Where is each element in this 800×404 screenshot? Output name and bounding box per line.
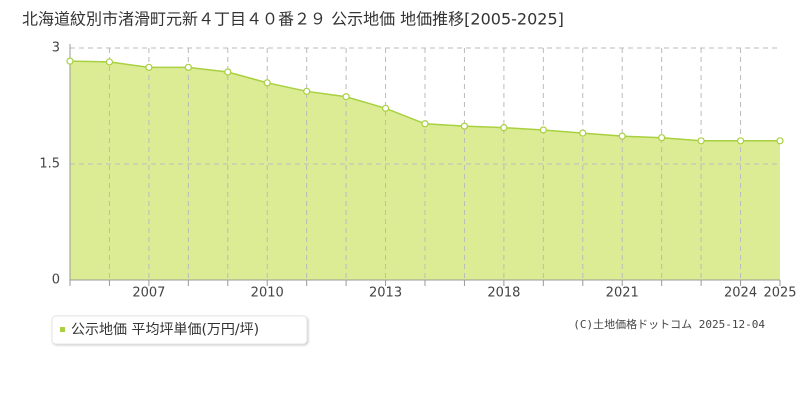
x-tick-label: 2018 (487, 286, 520, 301)
x-tick-label: 2010 (251, 286, 284, 301)
point (697, 137, 705, 145)
point (736, 137, 745, 145)
point (263, 79, 271, 87)
point (460, 122, 469, 130)
point (342, 93, 350, 101)
point (658, 134, 666, 142)
x-tick-label: 2007 (132, 286, 165, 301)
point (145, 63, 153, 71)
point (105, 58, 114, 66)
y-tick-label: 3 (52, 41, 60, 56)
point (303, 87, 311, 95)
legend-box (51, 315, 308, 345)
chart-title: 北海道紋別市渚滑町元新４丁目４０番２９ 公示地価 地価推移[2005-2025] (22, 10, 564, 29)
point (421, 120, 429, 128)
point (579, 129, 587, 137)
point (618, 132, 626, 140)
x-tick-label: 2024 (724, 286, 757, 301)
x-tick-label: 2021 (606, 286, 639, 301)
point (224, 68, 232, 76)
x-tick-label: 2025 (763, 286, 796, 301)
point (500, 124, 508, 132)
credit: (C)土地価格ドットコム 2025-12-04 (573, 317, 765, 331)
point (381, 104, 390, 112)
point (776, 137, 784, 145)
x-tick-label: 2013 (369, 286, 402, 301)
legend-marker (60, 327, 65, 332)
point (539, 126, 547, 134)
y-tick-label: 1.5 (39, 157, 60, 172)
point (184, 63, 192, 71)
point (66, 57, 74, 65)
y-tick-label: 0 (52, 273, 60, 288)
legend-label: 公示地価 平均坪単価(万円/坪) (71, 322, 259, 338)
area (70, 61, 780, 280)
